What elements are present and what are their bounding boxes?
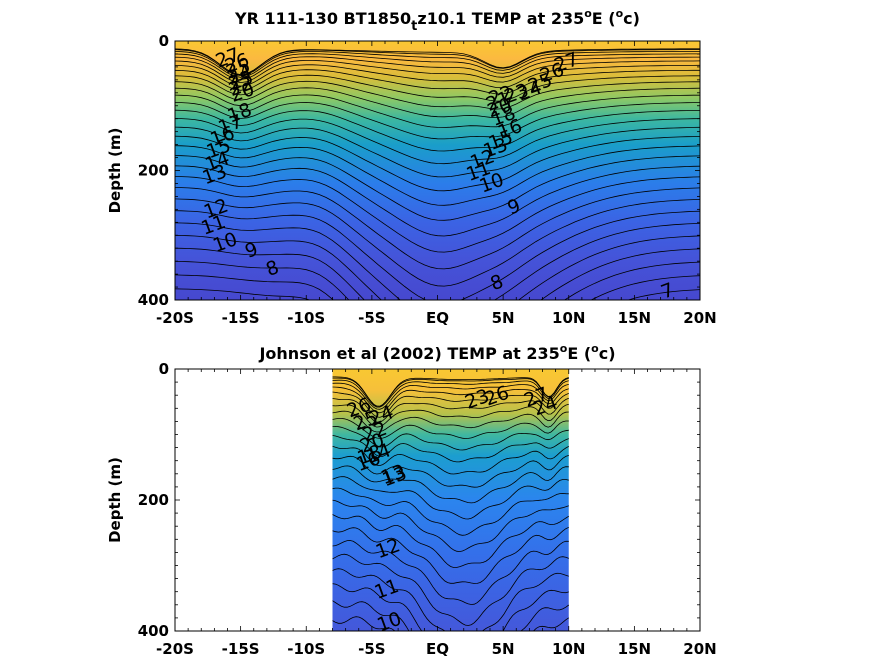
contour-line	[175, 210, 700, 300]
contour-line	[175, 49, 700, 76]
x-tick-label: -15S	[222, 309, 260, 327]
bottom-x-ticks: -20S -15S -10S -5S EQ 5N 10N 15N 20N	[156, 369, 717, 656]
bottom-y-axis-label: Depth (m)	[106, 457, 124, 543]
contour-line	[175, 102, 700, 140]
x-tick-label: 10N	[552, 309, 585, 327]
contour-line	[332, 410, 569, 433]
contour-line	[175, 64, 700, 88]
contour-line	[332, 397, 569, 423]
contour-line	[175, 69, 700, 95]
x-tick-label: -5S	[358, 309, 385, 327]
contour-line	[175, 165, 700, 237]
x-tick-label: 15N	[618, 640, 651, 656]
contour-line	[332, 526, 569, 584]
contour-line	[175, 87, 700, 119]
x-tick-label: 10N	[552, 640, 585, 656]
contour-line	[175, 198, 700, 287]
contour-line	[175, 56, 700, 81]
bottom-title: Johnson et al (2002) TEMP at 235oE (oc)	[258, 342, 615, 363]
bottom-contour-lines	[332, 376, 570, 631]
contour-line	[175, 51, 700, 77]
contour-line	[175, 60, 700, 84]
contour-line	[332, 445, 569, 475]
contour-line	[175, 176, 700, 253]
x-tick-label: -10S	[287, 309, 325, 327]
y-tick-label: 200	[138, 491, 169, 509]
contour-line	[332, 583, 569, 631]
contour-line	[175, 247, 700, 300]
y-tick-label: 0	[159, 32, 169, 50]
top-panel: YR 111-130 BT1850tz10.1 TEMP at 235oE (o…	[106, 7, 717, 327]
contour-line	[332, 553, 569, 626]
y-tick-label: 200	[138, 162, 169, 180]
contour-line	[332, 435, 569, 463]
contour-line	[332, 403, 569, 428]
contour-line	[332, 382, 569, 410]
contour-line	[175, 261, 700, 300]
bottom-y-ticks: 0 200 400	[138, 360, 700, 640]
x-tick-label: -20S	[156, 640, 194, 656]
panels: YR 111-130 BT1850tz10.1 TEMP at 235oE (o…	[106, 7, 717, 656]
contour-line	[175, 155, 700, 221]
contour-line	[175, 94, 700, 128]
x-tick-label: 5N	[492, 640, 515, 656]
contour-line	[175, 118, 700, 165]
top-contour-lines	[175, 48, 700, 300]
contour-line	[332, 476, 569, 520]
contour-line	[332, 377, 569, 407]
bottom-panel: Johnson et al (2002) TEMP at 235oE (oc) -…	[106, 342, 717, 656]
contour-line	[332, 540, 569, 605]
x-tick-label: 20N	[683, 640, 716, 656]
contour-line	[332, 600, 570, 631]
top-y-ticks: 0 200 400	[138, 32, 700, 309]
x-tick-label: EQ	[426, 309, 449, 327]
contour-line	[175, 109, 700, 152]
contour-line	[175, 126, 700, 178]
contour-line	[332, 514, 570, 568]
x-tick-label: -20S	[156, 309, 194, 327]
contour-line	[175, 187, 700, 270]
x-tick-label: 20N	[683, 309, 716, 327]
contour-line	[175, 53, 700, 78]
contour-line	[175, 222, 700, 300]
y-tick-label: 0	[159, 360, 169, 378]
contour-line	[332, 487, 569, 536]
contour-line	[175, 135, 700, 192]
y-tick-label: 400	[138, 622, 169, 640]
contour-line	[332, 455, 569, 488]
contour-line	[175, 145, 700, 206]
x-tick-label: -5S	[358, 640, 385, 656]
x-tick-label: 5N	[492, 309, 515, 327]
x-tick-label: -15S	[222, 640, 260, 656]
top-title: YR 111-130 BT1850tz10.1 TEMP at 235oE (o…	[234, 7, 640, 34]
contour-line	[332, 418, 569, 440]
contour-line	[332, 379, 569, 408]
contour-line	[175, 74, 700, 102]
y-tick-label: 400	[138, 291, 169, 309]
top-x-ticks: -20S -15S -10S -5S EQ 5N 10N 15N 20N	[156, 41, 717, 327]
x-tick-label: 15N	[618, 309, 651, 327]
contour-line	[332, 425, 569, 451]
contour-line	[332, 465, 569, 504]
contour-line	[175, 274, 700, 300]
top-y-axis-label: Depth (m)	[106, 128, 124, 214]
x-tick-label: -10S	[287, 640, 325, 656]
contour-line	[175, 234, 700, 300]
contour-line	[175, 288, 700, 300]
x-tick-label: EQ	[426, 640, 449, 656]
contour-line	[332, 568, 569, 631]
contour-line	[332, 391, 569, 418]
contour-line	[175, 80, 700, 110]
contour-line	[332, 386, 569, 414]
contour-line	[332, 499, 569, 553]
